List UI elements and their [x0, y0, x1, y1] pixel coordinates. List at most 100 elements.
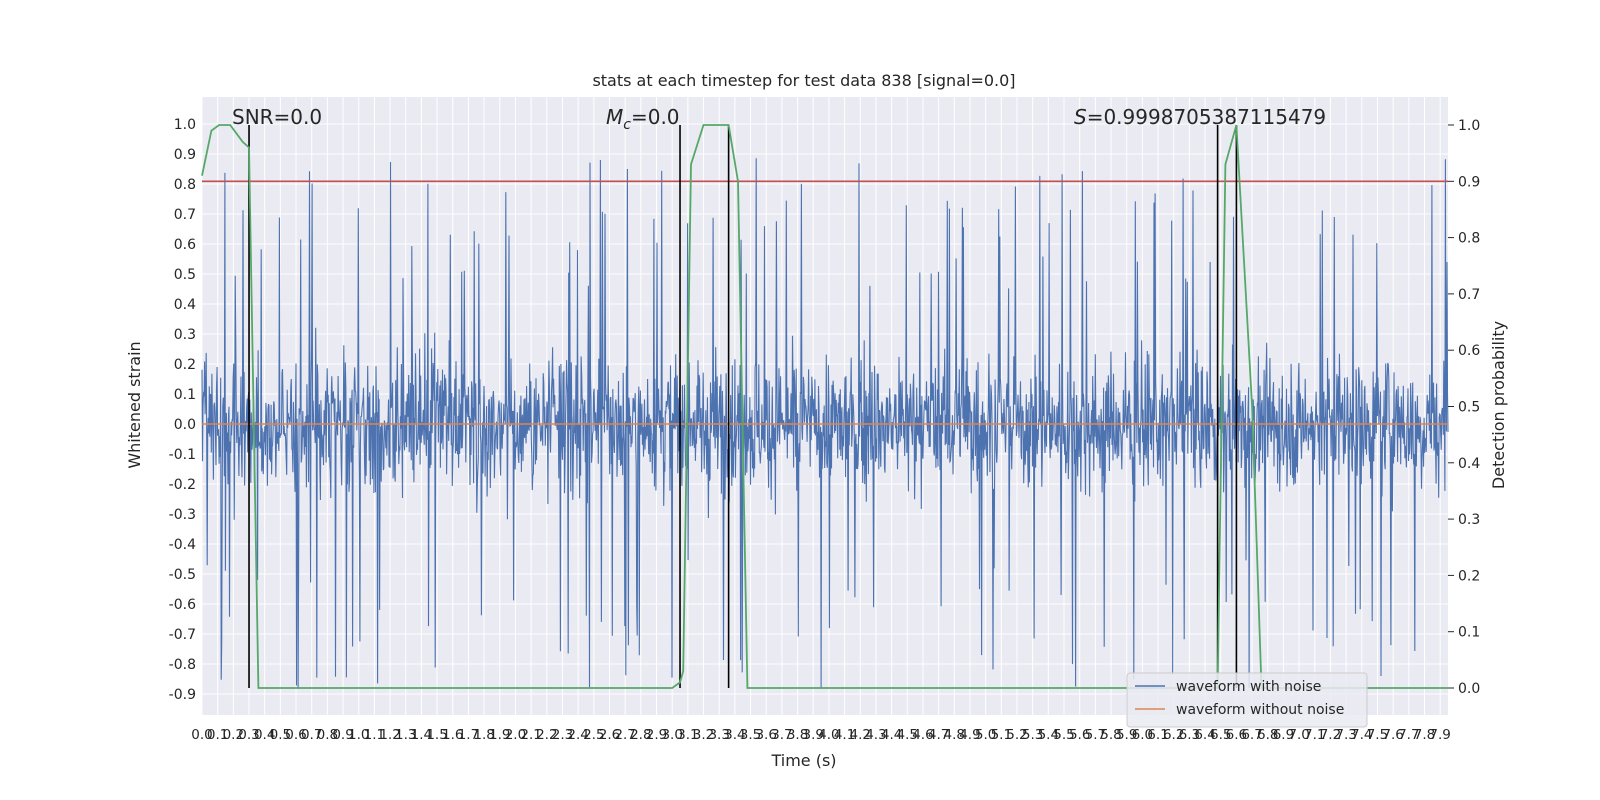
- x-tick: 5.9: [1116, 727, 1137, 743]
- x-tick: 7.1: [1304, 727, 1325, 743]
- x-tick: 4.5: [897, 727, 918, 743]
- x-tick: 5.5: [1053, 727, 1074, 743]
- y-tick-left: -0.5: [169, 567, 196, 583]
- x-tick: 6.4: [1194, 727, 1215, 743]
- x-tick: 3.0: [661, 727, 682, 743]
- x-tick: 7.4: [1351, 727, 1372, 743]
- y-tick-left: 0.8: [174, 177, 196, 193]
- x-tick: 1.7: [458, 727, 479, 743]
- annotation-mc-symbol: M: [606, 105, 623, 129]
- y-tick-left: 0.6: [174, 237, 196, 253]
- x-tick: 1.9: [489, 727, 510, 743]
- x-tick: 2.1: [520, 727, 541, 743]
- x-tick: 7.7: [1398, 727, 1419, 743]
- y-tick-left: -0.9: [169, 687, 196, 703]
- x-tick: 0.0: [191, 727, 212, 743]
- annotation-s: S=0.9998705387115479: [1074, 105, 1326, 129]
- annotation-s-value: =0.9998705387115479: [1087, 105, 1326, 129]
- x-tick: 4.6: [912, 727, 933, 743]
- x-tick: 0.3: [238, 727, 259, 743]
- x-tick: 4.1: [834, 727, 855, 743]
- x-tick: 1.2: [379, 727, 400, 743]
- chart-title: stats at each timestep for test data 838…: [592, 71, 1015, 90]
- x-tick: 7.0: [1288, 727, 1309, 743]
- y-tick-right: 0.6: [1458, 343, 1480, 359]
- y-tick-left: 0.3: [174, 327, 196, 343]
- x-tick: 5.4: [1038, 727, 1059, 743]
- y-tick-right: 0.8: [1458, 231, 1480, 247]
- x-tick: 6.2: [1163, 727, 1184, 743]
- y-axis-left-ticks: 1.0 0.9 0.8 0.7 0.6 0.5 0.4 0.3 0.2 0.1 0.0 -0.1 -0.…: [169, 117, 196, 703]
- x-tick: 3.3: [708, 727, 729, 743]
- x-tick: 3.8: [787, 727, 808, 743]
- series-waveform-with-noise: [201, 158, 1449, 689]
- noise-trace: [201, 158, 1449, 689]
- x-tick: 2.0: [505, 727, 526, 743]
- x-tick: 3.9: [803, 727, 824, 743]
- x-tick: 2.4: [567, 727, 588, 743]
- x-tick: 7.6: [1382, 727, 1403, 743]
- x-tick: 7.3: [1335, 727, 1356, 743]
- y-tick-right: 0.5: [1458, 400, 1480, 416]
- x-tick: 4.7: [928, 727, 949, 743]
- x-tick: 5.7: [1085, 727, 1106, 743]
- x-tick: 5.3: [1022, 727, 1043, 743]
- legend-label-noise: waveform with noise: [1176, 679, 1321, 695]
- x-tick: 0.9: [332, 727, 353, 743]
- y-tick-left: 0.1: [174, 387, 196, 403]
- x-tick: 1.6: [442, 727, 463, 743]
- y-tick-left: 0.2: [174, 357, 196, 373]
- x-tick: 2.3: [552, 727, 573, 743]
- x-axis-ticks: 0.00.10.20.30.40.50.60.70.80.91.01.11.21…: [191, 727, 1451, 743]
- y-tick-left: -0.2: [169, 477, 196, 493]
- annotation-s-symbol: S: [1074, 105, 1087, 129]
- x-tick: 1.3: [395, 727, 416, 743]
- x-tick: 1.8: [473, 727, 494, 743]
- annotation-mc-value: =0.0: [631, 105, 680, 129]
- x-tick: 2.7: [614, 727, 635, 743]
- x-tick: 1.1: [364, 727, 385, 743]
- x-tick: 4.3: [865, 727, 886, 743]
- x-tick: 6.5: [1210, 727, 1231, 743]
- x-tick: 2.6: [599, 727, 620, 743]
- x-tick: 6.9: [1273, 727, 1294, 743]
- x-tick: 4.0: [818, 727, 839, 743]
- legend-box: [1126, 672, 1368, 728]
- y-tick-left: 0.5: [174, 267, 196, 283]
- x-tick: 0.6: [285, 727, 306, 743]
- y-axis-left-label: Whitened strain: [125, 341, 144, 468]
- x-tick: 2.2: [536, 727, 557, 743]
- annotation-mc: Mc=0.0: [606, 105, 680, 133]
- x-tick: 4.9: [959, 727, 980, 743]
- y-tick-right: 0.0: [1458, 681, 1480, 697]
- y-tick-left: 1.0: [174, 117, 196, 133]
- y-tick-left: 0.0: [174, 417, 196, 433]
- probability-trace: [201, 124, 1448, 689]
- x-tick: 3.6: [755, 727, 776, 743]
- x-tick: 0.8: [317, 727, 338, 743]
- series-detection-probability: [201, 124, 1448, 689]
- y-tick-right: 0.2: [1458, 568, 1480, 584]
- x-tick: 5.1: [991, 727, 1012, 743]
- legend-label-clean: waveform without noise: [1176, 702, 1344, 718]
- x-tick: 4.8: [944, 727, 965, 743]
- x-tick: 5.0: [975, 727, 996, 743]
- annotation-mc-sub: c: [623, 117, 631, 133]
- y-tick-left: -0.7: [169, 627, 196, 643]
- x-tick: 0.2: [223, 727, 244, 743]
- x-tick: 2.5: [583, 727, 604, 743]
- x-tick: 3.2: [693, 727, 714, 743]
- y-tick-left: 0.7: [174, 207, 196, 223]
- y-tick-right: 0.9: [1458, 174, 1480, 190]
- x-tick: 6.7: [1241, 727, 1262, 743]
- annotation-snr: SNR=0.0: [232, 105, 322, 129]
- x-tick: 4.4: [881, 727, 902, 743]
- y-tick-right: 0.1: [1458, 625, 1480, 641]
- x-tick: 0.5: [270, 727, 291, 743]
- x-axis-label: Time (s): [770, 751, 836, 770]
- y-tick-left: 0.9: [174, 147, 196, 163]
- x-tick: 1.4: [411, 727, 432, 743]
- y-tick-right: 1.0: [1458, 118, 1480, 134]
- y-tick-left: -0.1: [169, 447, 196, 463]
